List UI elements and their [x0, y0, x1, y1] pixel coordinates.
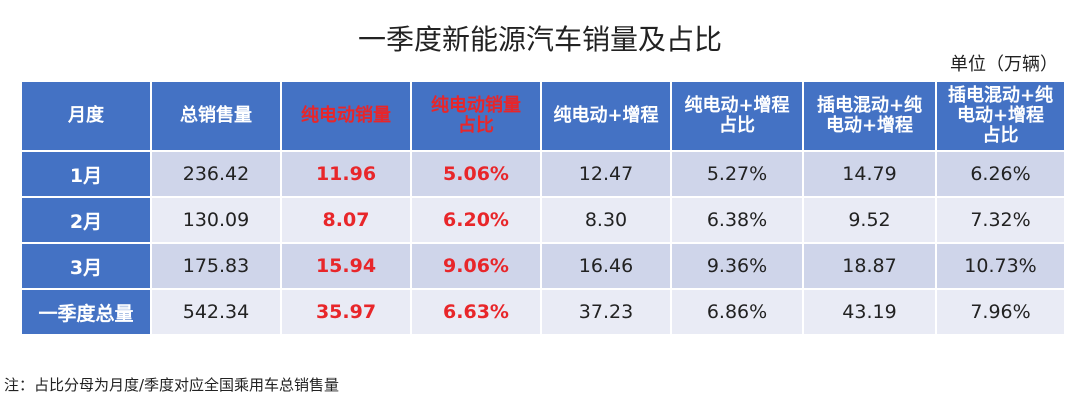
table-row: 一季度总量 542.34 35.97 6.63% 37.23 6.86% 43.19 7.96…: [20, 288, 1066, 336]
table-row: 3月 175.83 15.94 9.06% 16.46 9.36% 18.87 10.73%: [20, 242, 1066, 290]
table-cell: 8.30: [540, 196, 672, 244]
header-cell: 纯电动销量: [280, 80, 412, 152]
row-label: 一季度总量: [20, 288, 152, 336]
table-cell: 11.96: [280, 150, 412, 198]
table-cell: 15.94: [280, 242, 412, 290]
sales-table: 月度 总销售量 纯电动销量 纯电动销量 占比 纯电动+增程 纯电动+增程 占比 插电混动+纯…: [20, 80, 1066, 336]
table-row: 2月 130.09 8.07 6.20% 8.30 6.38% 9.52 7.32%: [20, 196, 1066, 244]
row-label: 2月: [20, 196, 152, 244]
table-cell: 542.34: [150, 288, 282, 336]
table-cell: 8.07: [280, 196, 412, 244]
header-cell: 总销售量: [150, 80, 282, 152]
table-cell: 7.32%: [935, 196, 1066, 244]
unit: 单位（万辆）: [950, 54, 1058, 75]
table-cell: 130.09: [150, 196, 282, 244]
table-cell: 175.83: [150, 242, 282, 290]
table-cell: 16.46: [540, 242, 672, 290]
header-cell: 纯电动+增程 占比: [670, 80, 804, 152]
table-cell: 6.63%: [410, 288, 542, 336]
table-cell: 5.27%: [670, 150, 804, 198]
table-cell: 5.06%: [410, 150, 542, 198]
table-row: 1月 236.42 11.96 5.06% 12.47 5.27% 14.79 6.26%: [20, 150, 1066, 198]
footnote: 注：占比分母为月度/季度对应全国乘用车总销售量: [4, 376, 340, 394]
table-cell: 43.19: [802, 288, 937, 336]
table-cell: 9.36%: [670, 242, 804, 290]
table-cell: 9.06%: [410, 242, 542, 290]
row-label: 3月: [20, 242, 152, 290]
table-cell: 6.86%: [670, 288, 804, 336]
table-cell: 37.23: [540, 288, 672, 336]
header-cell: 插电混动+纯 电动+增程: [802, 80, 937, 152]
table-cell: 12.47: [540, 150, 672, 198]
title: 一季度新能源汽车销量及占比: [357, 23, 722, 56]
table-cell: 9.52: [802, 196, 937, 244]
table-cell: 10.73%: [935, 242, 1066, 290]
header-cell: 纯电动+增程: [540, 80, 672, 152]
table-cell: 18.87: [802, 242, 937, 290]
header-cell: 插电混动+纯 电动+增程 占比: [935, 80, 1066, 152]
header-cell: 纯电动销量 占比: [410, 80, 542, 152]
table-body: 1月 236.42 11.96 5.06% 12.47 5.27% 14.79 6.26% 2月…: [20, 150, 1066, 336]
header-row: 月度 总销售量 纯电动销量 纯电动销量 占比 纯电动+增程 纯电动+增程 占比 插电混动+纯…: [20, 80, 1066, 152]
table-cell: 14.79: [802, 150, 937, 198]
table-cell: 6.20%: [410, 196, 542, 244]
table-cell: 7.96%: [935, 288, 1066, 336]
table-cell: 35.97: [280, 288, 412, 336]
table-cell: 6.26%: [935, 150, 1066, 198]
table-cell: 236.42: [150, 150, 282, 198]
row-label: 1月: [20, 150, 152, 198]
table-cell: 6.38%: [670, 196, 804, 244]
header-cell: 月度: [20, 80, 152, 152]
